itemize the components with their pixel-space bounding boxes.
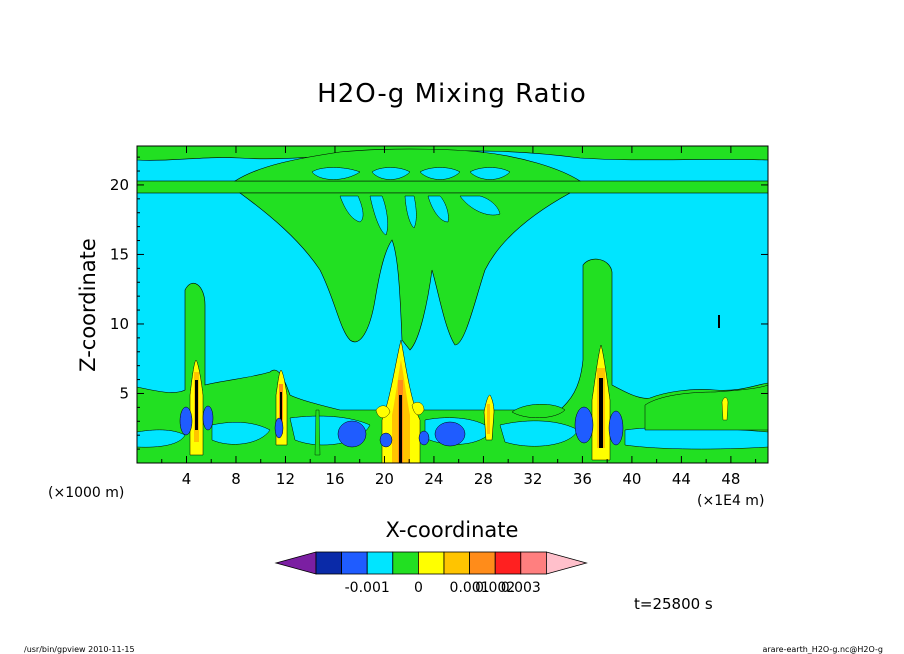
central-plume: [239, 192, 571, 351]
colorbar-label: 0.001: [450, 580, 490, 596]
x-tick-label: 20: [375, 470, 394, 488]
colorbar-swatch: [494, 551, 522, 575]
y-tick-label: 5: [119, 384, 129, 402]
colorbar-swatch: [341, 551, 368, 575]
x-tick-label: 4: [182, 470, 192, 488]
upper-hole-2: [371, 167, 411, 180]
blue-blob-6: [608, 410, 624, 446]
colorbar-max-arrow: [546, 551, 588, 575]
x-tick-label: 40: [622, 470, 641, 488]
x-unit-left: (×1000 m): [48, 485, 124, 501]
x-tick-label: 12: [276, 470, 295, 488]
y-tick-label: 15: [110, 245, 129, 263]
colorbar-label: 0.002: [475, 580, 515, 596]
blue-blob-3: [337, 420, 367, 448]
blue-blob-1b: [202, 405, 214, 431]
x-tick-label: 36: [573, 470, 592, 488]
x-axis-ticks: 4 8 12 16 20 24 28 32 36 40 44 48: [161, 146, 757, 488]
plume-core-x38: [591, 344, 611, 461]
low-cyan-2: [211, 422, 271, 445]
plume-core-x22: [375, 339, 425, 463]
colorbar-label: -0.001: [345, 580, 390, 596]
x-tick-label: 16: [325, 470, 344, 488]
x-tick-label: 28: [474, 470, 493, 488]
colorbar-swatch: [417, 551, 445, 575]
colorbar-swatch: [520, 551, 547, 575]
time-label: t=25800 s: [634, 595, 713, 613]
colorbar-label: 0: [414, 580, 423, 596]
upper-hole-1: [311, 167, 361, 180]
right-spike: [718, 315, 720, 328]
colorbar-swatch: [443, 551, 471, 575]
x-tick-label: 44: [672, 470, 691, 488]
colorbar-swatch: [392, 551, 419, 575]
colorbar-swatch: [366, 551, 394, 575]
x-tick-label: 8: [231, 470, 241, 488]
plume-hole-3: [404, 195, 417, 229]
small-yellow-spot: [721, 397, 729, 421]
upper-hole-3: [419, 167, 461, 180]
plume-hole-4: [427, 195, 449, 223]
mid-green-blob: [511, 404, 566, 418]
y-axis-label: Z-coordinate: [76, 238, 100, 372]
chart-title: H2O-g Mixing Ratio: [317, 79, 587, 109]
y-tick-label: 20: [110, 176, 129, 194]
colorbar-label: 0.003: [501, 580, 541, 596]
footer-right: arare-earth_H2O-g.nc@H2O-g: [762, 645, 883, 654]
plume-hole-2: [369, 195, 388, 236]
blue-blob-4: [434, 421, 466, 447]
plume-core-x5: [189, 359, 204, 456]
colorbar-swatch: [315, 551, 343, 575]
green-band-20: [137, 180, 768, 194]
thin-column-16: [314, 409, 321, 456]
plume-hole-1: [339, 195, 364, 223]
colorbar-min-arrow: [274, 551, 317, 575]
upper-hole-4: [469, 167, 511, 180]
footer-left: /usr/bin/gpview 2010-11-15: [24, 645, 135, 654]
colorbar-swatch: [469, 551, 496, 575]
plot-frame: [136, 145, 769, 464]
plume-hole-5: [459, 195, 501, 216]
x-unit-right: (×1E4 m): [697, 493, 764, 509]
blue-blob-5: [574, 406, 594, 444]
x-axis-label: X-coordinate: [386, 518, 519, 542]
blue-blob-7: [379, 432, 393, 448]
x-tick-label: 24: [424, 470, 443, 488]
blue-blob-1: [179, 406, 193, 436]
y-tick-label: 10: [110, 315, 129, 333]
y-axis-ticks: 5 10 15 20: [110, 156, 768, 450]
plume-core-x28: [483, 394, 495, 441]
contour-field: [137, 146, 768, 463]
blue-blob-8: [418, 430, 430, 446]
low-cyan-6: [624, 427, 768, 450]
x-tick-label: 48: [721, 470, 740, 488]
blue-blob-2: [274, 417, 284, 439]
x-tick-label: 32: [523, 470, 542, 488]
